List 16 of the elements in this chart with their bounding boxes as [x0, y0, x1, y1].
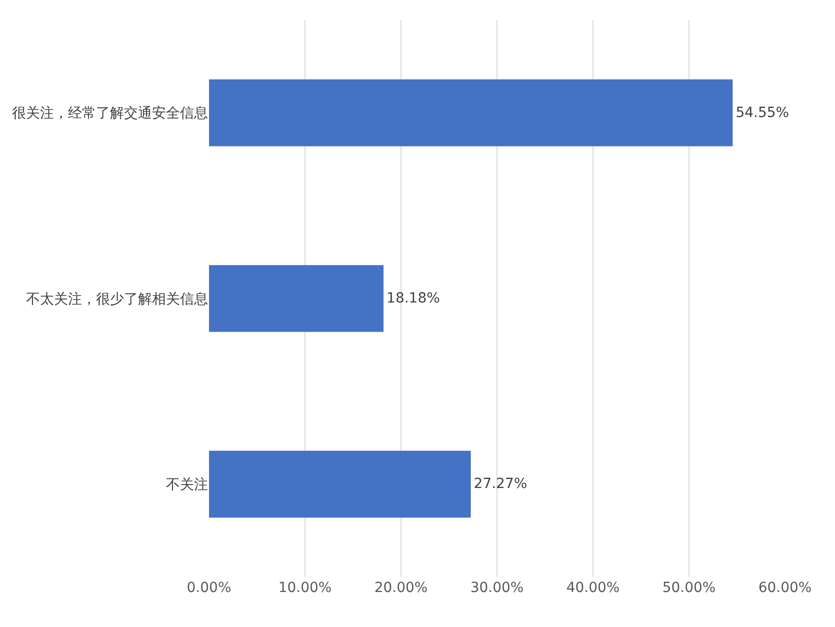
- x-tick-label: 10.00%: [278, 580, 332, 596]
- x-tick-label: 30.00%: [470, 580, 524, 596]
- data-label: 54.55%: [736, 104, 790, 121]
- y-tick-label: 很关注，经常了解交通安全信息: [12, 106, 208, 122]
- data-label: 27.27%: [474, 476, 528, 492]
- x-tick-label: 50.00%: [662, 580, 716, 596]
- x-tick-label: 20.00%: [374, 580, 428, 596]
- bar: [209, 265, 384, 332]
- x-tick-label: 40.00%: [566, 580, 620, 596]
- x-tick-label: 60.00%: [758, 580, 812, 596]
- x-tick-label: 0.00%: [186, 580, 232, 596]
- bar: [209, 450, 471, 518]
- data-label: 18.18%: [386, 290, 440, 306]
- y-tick-label: 不太关注，很少了解相关信息: [26, 291, 208, 308]
- bar: [209, 79, 733, 146]
- y-tick-label: 不关注: [166, 477, 208, 494]
